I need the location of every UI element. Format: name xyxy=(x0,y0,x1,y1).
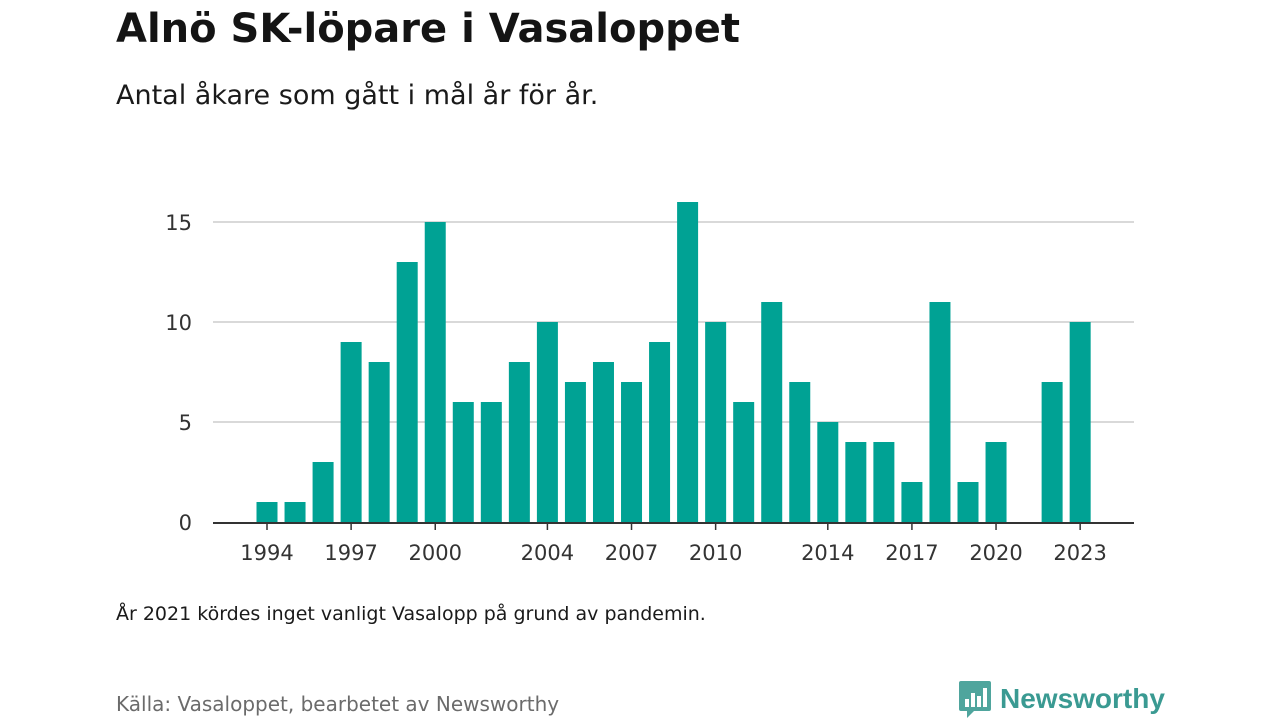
x-tick-label: 2017 xyxy=(885,541,938,565)
bar-1997 xyxy=(340,342,362,522)
bar-2006 xyxy=(592,362,614,522)
gridlines xyxy=(213,221,1134,423)
bar-2013 xyxy=(789,382,811,522)
bar-1998 xyxy=(368,362,390,522)
bar-2000 xyxy=(424,222,446,522)
bar-1996 xyxy=(312,462,334,522)
bar-2012 xyxy=(761,302,783,522)
bar-2003 xyxy=(508,362,530,522)
bar-chart: 0 5 10 15 1994 1997 2000 2004 2007 2010 2014 2017 20… xyxy=(165,202,1134,565)
bar-2014 xyxy=(817,422,839,522)
bar-2004 xyxy=(536,322,558,522)
bar-2007 xyxy=(621,382,643,522)
bar-2017 xyxy=(901,482,923,522)
bar-2018 xyxy=(929,302,951,522)
bar-2022 xyxy=(1041,382,1063,522)
source-text: Källa: Vasaloppet, bearbetet av Newswort… xyxy=(116,692,560,716)
y-tick-label: 10 xyxy=(165,311,192,335)
x-tick-label: 2010 xyxy=(689,541,742,565)
bar-1999 xyxy=(396,262,418,522)
bar-2015 xyxy=(845,442,867,522)
bar-2016 xyxy=(873,442,895,522)
brand-logo: Newsworthy xyxy=(958,678,1165,720)
footnote: År 2021 kördes inget vanligt Vasalopp på… xyxy=(116,603,706,625)
x-tick-label: 1997 xyxy=(324,541,377,565)
x-tick-label: 2014 xyxy=(801,541,854,565)
bar-2011 xyxy=(733,402,755,522)
x-tick-label: 1994 xyxy=(240,541,293,565)
axes: 0 5 10 15 1994 1997 2000 2004 2007 2010 2014 2017 20… xyxy=(165,211,1134,565)
bar-2005 xyxy=(564,382,586,522)
bars xyxy=(256,202,1091,522)
newsworthy-logo-icon xyxy=(959,681,991,718)
bar-2023 xyxy=(1069,322,1091,522)
x-tick-label: 2023 xyxy=(1053,541,1106,565)
bar-2020 xyxy=(985,442,1007,522)
x-tick-label: 2020 xyxy=(969,541,1022,565)
x-tick-label: 2007 xyxy=(605,541,658,565)
bar-1995 xyxy=(284,502,306,522)
bar-2010 xyxy=(705,322,727,522)
y-tick-label: 0 xyxy=(179,511,192,535)
bar-2009 xyxy=(677,202,699,522)
x-tick-label: 2004 xyxy=(521,541,574,565)
chart-subtitle: Antal åkare som gått i mål år för år. xyxy=(116,80,599,111)
y-tick-label: 15 xyxy=(165,211,192,235)
x-tick-label: 2000 xyxy=(409,541,462,565)
brand-name: Newsworthy xyxy=(1000,683,1165,714)
bar-2001 xyxy=(452,402,474,522)
y-tick-label: 5 xyxy=(179,411,192,435)
bar-2002 xyxy=(480,402,502,522)
bar-2019 xyxy=(957,482,979,522)
bar-1994 xyxy=(256,502,278,522)
bar-2008 xyxy=(649,342,671,522)
chart-title: Alnö SK-löpare i Vasaloppet xyxy=(116,6,740,52)
